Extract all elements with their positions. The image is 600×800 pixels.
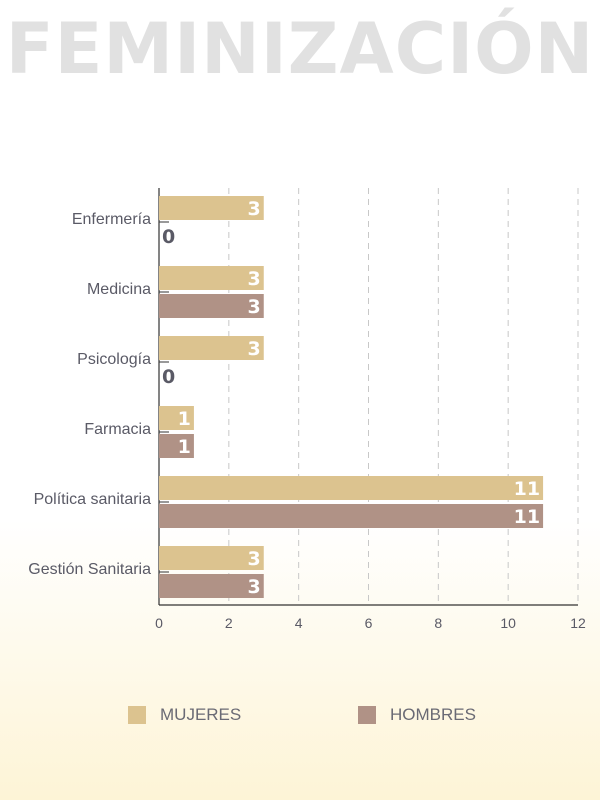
data-label-mujeres: 3: [248, 198, 261, 220]
x-tick-label: 8: [434, 615, 442, 631]
legend-swatch-mujeres: [128, 706, 146, 724]
bar-mujeres: [159, 546, 264, 570]
legend-item-mujeres: MUJERES: [128, 705, 241, 725]
bar-hombres: [159, 294, 264, 318]
category-label: Psicología: [77, 351, 151, 368]
x-tick-label: 2: [225, 615, 233, 631]
data-label-mujeres: 3: [248, 548, 261, 570]
legend-label-mujeres: MUJERES: [160, 705, 242, 724]
data-label-hombres: 1: [178, 436, 191, 458]
data-label-mujeres: 3: [248, 338, 261, 360]
category-label: Medicina: [87, 281, 151, 298]
bar-hombres: [159, 434, 194, 458]
category-label: Farmacia: [84, 421, 151, 438]
x-tick-label: 12: [570, 615, 586, 631]
legend-label-hombres: HOMBRES: [390, 705, 476, 724]
bar-hombres: [159, 574, 264, 598]
bar-mujeres: [159, 266, 264, 290]
data-label-mujeres: 11: [514, 478, 540, 500]
data-label-mujeres: 1: [178, 408, 191, 430]
category-label: Política sanitaria: [34, 491, 151, 508]
bar-mujeres: [159, 336, 264, 360]
chart-title: FEMINIZACIÓN: [5, 8, 595, 90]
x-tick-label: 6: [365, 615, 373, 631]
category-label: Enfermería: [72, 211, 151, 228]
x-tick-label: 4: [295, 615, 303, 631]
bar-hombres: [159, 504, 544, 528]
data-label-hombres: 0: [162, 366, 175, 388]
category-label: Gestión Sanitaria: [28, 561, 151, 578]
x-tick-label: 0: [155, 615, 163, 631]
legend-item-hombres: HOMBRES: [358, 705, 476, 725]
data-label-hombres: 0: [162, 226, 175, 248]
data-label-hombres: 3: [248, 296, 261, 318]
bar-mujeres: [159, 476, 544, 500]
data-label-mujeres: 3: [248, 268, 261, 290]
data-label-hombres: 11: [514, 506, 540, 528]
bar-mujeres: [159, 406, 194, 430]
bar-mujeres: [159, 196, 264, 220]
legend-swatch-hombres: [358, 706, 376, 724]
data-label-hombres: 3: [248, 576, 261, 598]
x-tick-label: 10: [500, 615, 516, 631]
